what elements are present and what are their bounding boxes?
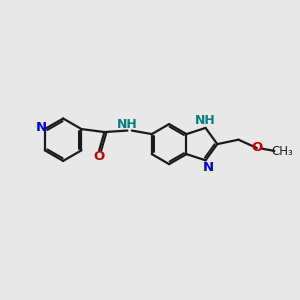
Text: NH: NH <box>117 118 138 130</box>
Text: N: N <box>203 161 214 174</box>
Text: O: O <box>252 141 263 154</box>
Text: CH₃: CH₃ <box>272 145 293 158</box>
Text: O: O <box>93 150 104 163</box>
Text: N: N <box>36 121 47 134</box>
Text: NH: NH <box>195 114 216 127</box>
